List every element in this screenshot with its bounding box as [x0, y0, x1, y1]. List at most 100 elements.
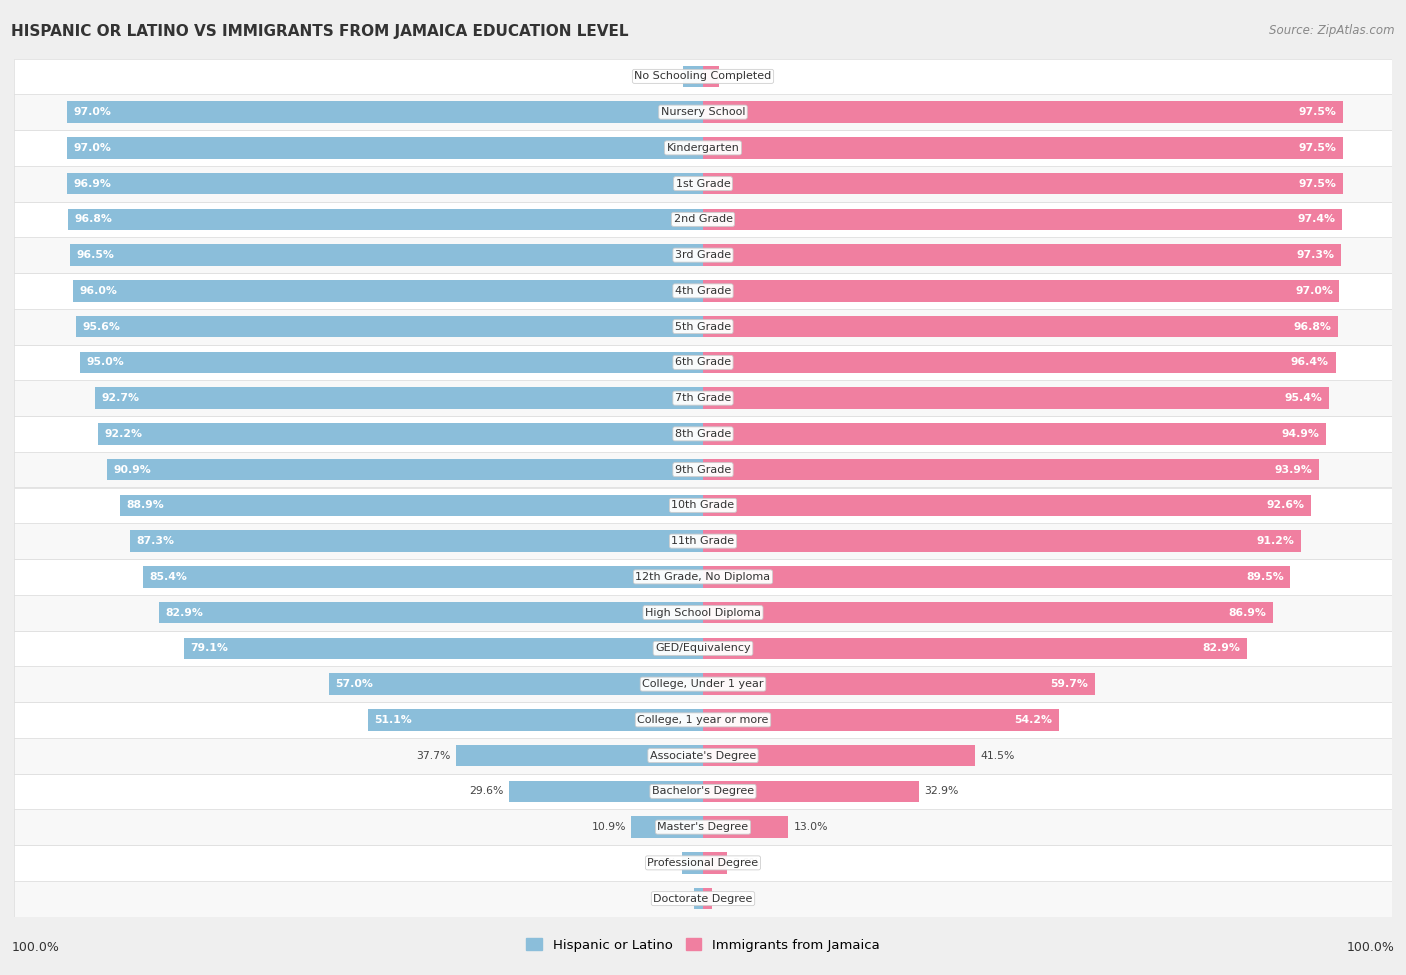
Text: 9th Grade: 9th Grade: [675, 465, 731, 475]
Bar: [14, 738, 1392, 773]
Bar: [14, 451, 1392, 488]
Text: 13.0%: 13.0%: [793, 822, 828, 832]
Bar: [14, 130, 1392, 166]
Text: 92.7%: 92.7%: [101, 393, 139, 403]
Bar: [184, 638, 703, 659]
Bar: [703, 209, 1343, 230]
Bar: [98, 423, 703, 445]
Text: 10th Grade: 10th Grade: [672, 500, 734, 510]
Bar: [14, 202, 1392, 237]
Text: 3.0%: 3.0%: [651, 71, 678, 81]
Bar: [66, 101, 703, 123]
Bar: [703, 352, 1336, 373]
Text: 95.0%: 95.0%: [86, 358, 124, 368]
Text: College, 1 year or more: College, 1 year or more: [637, 715, 769, 724]
Bar: [120, 494, 703, 516]
Bar: [94, 387, 703, 409]
Bar: [107, 459, 703, 481]
Bar: [703, 638, 1247, 659]
Text: 97.5%: 97.5%: [1298, 178, 1336, 188]
Bar: [703, 459, 1319, 481]
Text: 3.2%: 3.2%: [650, 858, 676, 868]
Bar: [80, 352, 703, 373]
Text: 85.4%: 85.4%: [149, 572, 187, 582]
Bar: [67, 209, 703, 230]
Bar: [70, 245, 703, 266]
Text: 1st Grade: 1st Grade: [676, 178, 730, 188]
Bar: [329, 674, 703, 695]
Text: 96.4%: 96.4%: [1291, 358, 1329, 368]
Bar: [695, 888, 703, 910]
Text: 93.9%: 93.9%: [1275, 465, 1313, 475]
Text: Kindergarten: Kindergarten: [666, 143, 740, 153]
Text: Doctorate Degree: Doctorate Degree: [654, 894, 752, 904]
Text: 97.3%: 97.3%: [1296, 251, 1334, 260]
Bar: [14, 524, 1392, 559]
Bar: [703, 494, 1310, 516]
Text: 41.5%: 41.5%: [980, 751, 1015, 760]
Text: Bachelor's Degree: Bachelor's Degree: [652, 787, 754, 797]
Text: GED/Equivalency: GED/Equivalency: [655, 644, 751, 653]
Bar: [14, 166, 1392, 202]
Text: 95.4%: 95.4%: [1285, 393, 1323, 403]
Bar: [703, 280, 1340, 301]
Text: 29.6%: 29.6%: [470, 787, 503, 797]
Text: 37.7%: 37.7%: [416, 751, 450, 760]
Bar: [14, 488, 1392, 524]
Text: 59.7%: 59.7%: [1050, 680, 1088, 689]
Bar: [73, 280, 703, 301]
Text: 8th Grade: 8th Grade: [675, 429, 731, 439]
Bar: [14, 595, 1392, 631]
Text: 2nd Grade: 2nd Grade: [673, 214, 733, 224]
Text: Nursery School: Nursery School: [661, 107, 745, 117]
Text: 6th Grade: 6th Grade: [675, 358, 731, 368]
Bar: [14, 95, 1392, 130]
Text: 4th Grade: 4th Grade: [675, 286, 731, 295]
Bar: [703, 173, 1343, 194]
Bar: [14, 809, 1392, 845]
Bar: [14, 344, 1392, 380]
Text: 97.0%: 97.0%: [73, 107, 111, 117]
Bar: [631, 816, 703, 838]
Text: College, Under 1 year: College, Under 1 year: [643, 680, 763, 689]
Bar: [14, 309, 1392, 344]
Text: 79.1%: 79.1%: [191, 644, 228, 653]
Bar: [14, 273, 1392, 309]
Bar: [14, 845, 1392, 880]
Bar: [509, 781, 703, 802]
Text: 97.5%: 97.5%: [1298, 143, 1336, 153]
Bar: [14, 237, 1392, 273]
Text: 82.9%: 82.9%: [1202, 644, 1240, 653]
Text: 91.2%: 91.2%: [1257, 536, 1295, 546]
Bar: [14, 380, 1392, 416]
Text: 97.0%: 97.0%: [1295, 286, 1333, 295]
Text: 86.9%: 86.9%: [1229, 607, 1267, 617]
Text: 3.6%: 3.6%: [733, 858, 759, 868]
Bar: [67, 173, 703, 194]
Text: 97.4%: 97.4%: [1298, 214, 1336, 224]
Bar: [159, 602, 703, 623]
Bar: [14, 702, 1392, 738]
Text: 97.5%: 97.5%: [1298, 107, 1336, 117]
Text: Professional Degree: Professional Degree: [647, 858, 759, 868]
Bar: [456, 745, 703, 766]
Text: 3rd Grade: 3rd Grade: [675, 251, 731, 260]
Bar: [703, 137, 1343, 159]
Text: Master's Degree: Master's Degree: [658, 822, 748, 832]
Bar: [703, 245, 1341, 266]
Text: 96.9%: 96.9%: [73, 178, 111, 188]
Bar: [703, 65, 720, 87]
Bar: [682, 852, 703, 874]
Text: 2.5%: 2.5%: [724, 71, 752, 81]
Text: 97.0%: 97.0%: [73, 143, 111, 153]
Bar: [142, 566, 703, 588]
Bar: [14, 559, 1392, 595]
Bar: [14, 58, 1392, 95]
Bar: [131, 530, 703, 552]
Text: 89.5%: 89.5%: [1246, 572, 1284, 582]
Text: 32.9%: 32.9%: [924, 787, 959, 797]
Bar: [703, 387, 1329, 409]
Text: 100.0%: 100.0%: [1347, 941, 1395, 954]
Text: 100.0%: 100.0%: [11, 941, 59, 954]
Text: 57.0%: 57.0%: [336, 680, 374, 689]
